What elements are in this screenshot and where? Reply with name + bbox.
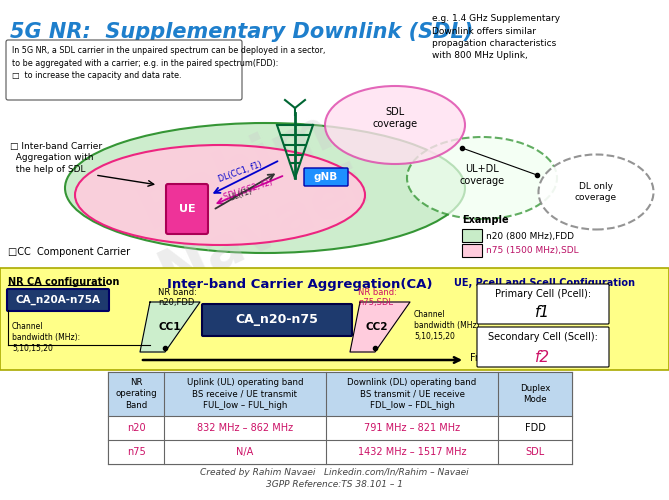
Text: NR
operating
Band: NR operating Band: [115, 378, 157, 410]
Text: Rahim
Navaei: Rahim Navaei: [122, 96, 378, 304]
Text: 832 MHz – 862 MHz: 832 MHz – 862 MHz: [197, 423, 293, 433]
Text: n75 (1500 MHz),SDL: n75 (1500 MHz),SDL: [486, 246, 579, 256]
FancyBboxPatch shape: [477, 284, 609, 324]
Text: Channel
bandwidth (MHz):
5,10,15,20: Channel bandwidth (MHz): 5,10,15,20: [12, 322, 80, 353]
Ellipse shape: [539, 154, 654, 230]
Text: CC1: CC1: [159, 322, 181, 332]
Bar: [108, 416, 572, 440]
Text: NR CA configuration: NR CA configuration: [8, 277, 119, 287]
Text: e.g. 1.4 GHz Supplementary
Downlink offers similar
propagation characteristics
w: e.g. 1.4 GHz Supplementary Downlink offe…: [432, 14, 560, 60]
Polygon shape: [350, 302, 410, 352]
Text: □ Inter-band Carrier
  Aggregation with
  the help of SDL: □ Inter-band Carrier Aggregation with th…: [10, 142, 102, 174]
Text: f2: f2: [535, 350, 551, 365]
Text: gNB: gNB: [314, 172, 338, 182]
FancyBboxPatch shape: [202, 304, 352, 336]
Text: n20: n20: [126, 423, 145, 433]
Text: Downlink (DL) operating band
BS transmit / UE receive
FDL_low – FDL_high: Downlink (DL) operating band BS transmit…: [347, 378, 476, 410]
Bar: [0, 98, 669, 268]
Text: UL+DL
coverage: UL+DL coverage: [460, 164, 504, 186]
Text: N/A: N/A: [236, 447, 254, 457]
Text: Secondary Cell (Scell):: Secondary Cell (Scell):: [488, 332, 598, 342]
Bar: [462, 229, 482, 242]
Text: CA_n20A-n75A: CA_n20A-n75A: [15, 295, 100, 305]
Text: CA_n20-n75: CA_n20-n75: [235, 314, 318, 326]
Ellipse shape: [65, 123, 465, 253]
FancyBboxPatch shape: [7, 289, 109, 311]
Ellipse shape: [325, 86, 465, 164]
Ellipse shape: [75, 145, 365, 245]
Text: SDL
coverage: SDL coverage: [373, 107, 417, 129]
Text: SDL: SDL: [525, 447, 545, 457]
Text: Example: Example: [462, 215, 508, 225]
Text: f1: f1: [535, 305, 551, 320]
Text: Inter-band Carrier Aggregation(CA): Inter-band Carrier Aggregation(CA): [167, 278, 433, 291]
Ellipse shape: [407, 137, 557, 219]
Text: In 5G NR, a SDL carrier in the unpaired spectrum can be deployed in a sector,
to: In 5G NR, a SDL carrier in the unpaired …: [12, 46, 325, 80]
Text: 1432 MHz – 1517 MHz: 1432 MHz – 1517 MHz: [358, 447, 466, 457]
Text: Created by Rahim Navaei   Linkedin.com/In/Rahim – Navaei: Created by Rahim Navaei Linkedin.com/In/…: [199, 468, 468, 477]
Text: DL only
coverage: DL only coverage: [575, 182, 617, 202]
Text: UE: UE: [179, 204, 195, 214]
Text: NR band:
n75,SDL: NR band: n75,SDL: [358, 288, 397, 308]
Bar: [462, 244, 482, 257]
Bar: [0, 268, 669, 370]
Text: NR band:
n20,FDD: NR band: n20,FDD: [158, 288, 197, 308]
Bar: [108, 440, 572, 464]
Text: FDD: FDD: [524, 423, 545, 433]
Text: DL(CC1, f1): DL(CC1, f1): [217, 160, 263, 184]
Text: SDL(CC2, f2): SDL(CC2, f2): [222, 178, 274, 202]
Text: Uplink (UL) operating band
BS receive / UE transmit
FUL_low – FUL_high: Uplink (UL) operating band BS receive / …: [187, 378, 303, 410]
Text: Duplex
Mode: Duplex Mode: [520, 384, 550, 404]
Text: 791 MHz – 821 MHz: 791 MHz – 821 MHz: [364, 423, 460, 433]
Text: n75: n75: [126, 447, 145, 457]
Text: UE, Pcell and Scell Configuration: UE, Pcell and Scell Configuration: [454, 278, 636, 288]
Text: Channel
bandwidth (MHz):
5,10,15,20: Channel bandwidth (MHz): 5,10,15,20: [414, 310, 482, 341]
FancyBboxPatch shape: [166, 184, 208, 234]
Text: 5G NR:  Supplementary Downlink (SDL): 5G NR: Supplementary Downlink (SDL): [10, 22, 473, 42]
Bar: [108, 372, 572, 464]
FancyBboxPatch shape: [304, 168, 348, 186]
Text: Primary Cell (Pcell):: Primary Cell (Pcell):: [495, 289, 591, 299]
Text: □CC  Component Carrier: □CC Component Carrier: [8, 247, 130, 257]
Text: UL(f1): UL(f1): [228, 186, 254, 204]
FancyBboxPatch shape: [6, 40, 242, 100]
Text: Frequency: Frequency: [470, 353, 520, 363]
Text: CC2: CC2: [366, 322, 388, 332]
Text: 3GPP Reference:TS 38.101 – 1: 3GPP Reference:TS 38.101 – 1: [266, 480, 403, 489]
Text: n20 (800 MHz),FDD: n20 (800 MHz),FDD: [486, 232, 574, 240]
FancyBboxPatch shape: [477, 327, 609, 367]
Polygon shape: [140, 302, 200, 352]
Bar: [108, 372, 572, 416]
